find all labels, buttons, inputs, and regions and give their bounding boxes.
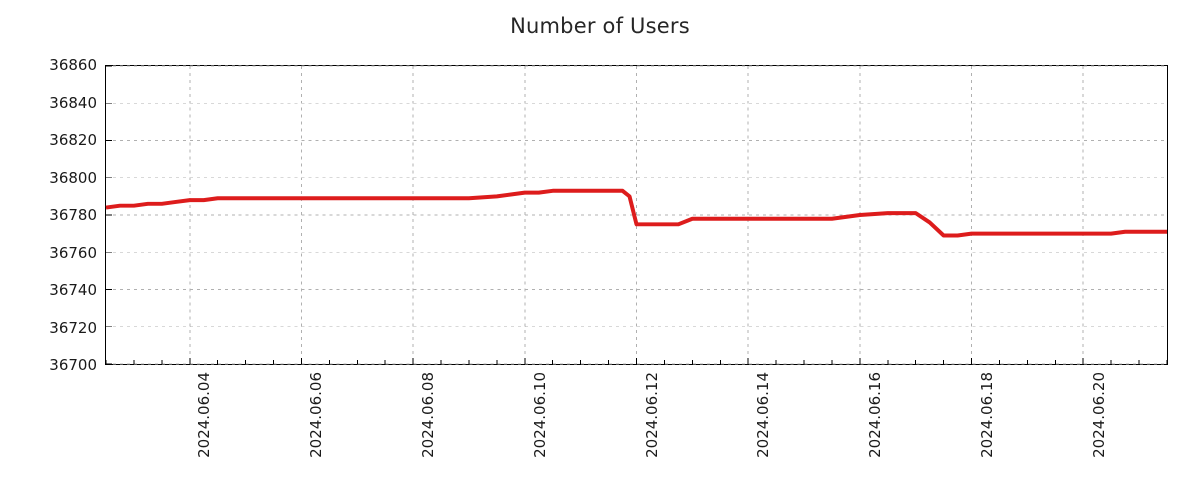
x-axis-tick-label: 2024.06.08 xyxy=(418,372,437,458)
x-axis-tick-label: 2024.06.10 xyxy=(530,372,549,458)
y-axis-tick-label: 36700 xyxy=(49,356,97,374)
y-axis-tick-label: 36820 xyxy=(49,131,97,149)
y-axis-tick-label: 36800 xyxy=(49,168,97,187)
plot-area xyxy=(105,65,1168,365)
series-layer xyxy=(105,188,1167,238)
y-axis-tick-label: 36740 xyxy=(49,281,97,299)
x-axis-tick-label: 2024.06.14 xyxy=(754,372,773,458)
x-axis-tick-label: 2024.06.18 xyxy=(978,372,997,458)
y-axis-tick-labels: 36700 36720 36740 36760 36780 36800 36820 36840… xyxy=(8,56,97,374)
x-axis-tick-label: 2024.06.12 xyxy=(642,372,661,458)
page-title: Number of Users xyxy=(510,14,690,38)
x-axis-tick-label: 2024.06.06 xyxy=(306,372,325,458)
grid-layer xyxy=(105,65,1168,365)
x-axis-tick-label: 2024.06.16 xyxy=(866,372,885,458)
x-axis-tick-labels: 2024.06.04 2024.06.06 2024.06.08 2024.06.10… xyxy=(105,372,1168,497)
x-axis-tick-label: 2024.06.20 xyxy=(1090,372,1109,458)
y-axis-tick-label: 36840 xyxy=(49,93,97,112)
y-axis-tick-label: 36780 xyxy=(49,206,97,224)
x-axis-tick-label: 2024.06.04 xyxy=(194,372,213,458)
y-axis-tick-label: 36860 xyxy=(49,56,97,74)
y-axis-tick-label: 36720 xyxy=(49,318,97,337)
y-axis-tick-label: 36760 xyxy=(49,243,97,262)
